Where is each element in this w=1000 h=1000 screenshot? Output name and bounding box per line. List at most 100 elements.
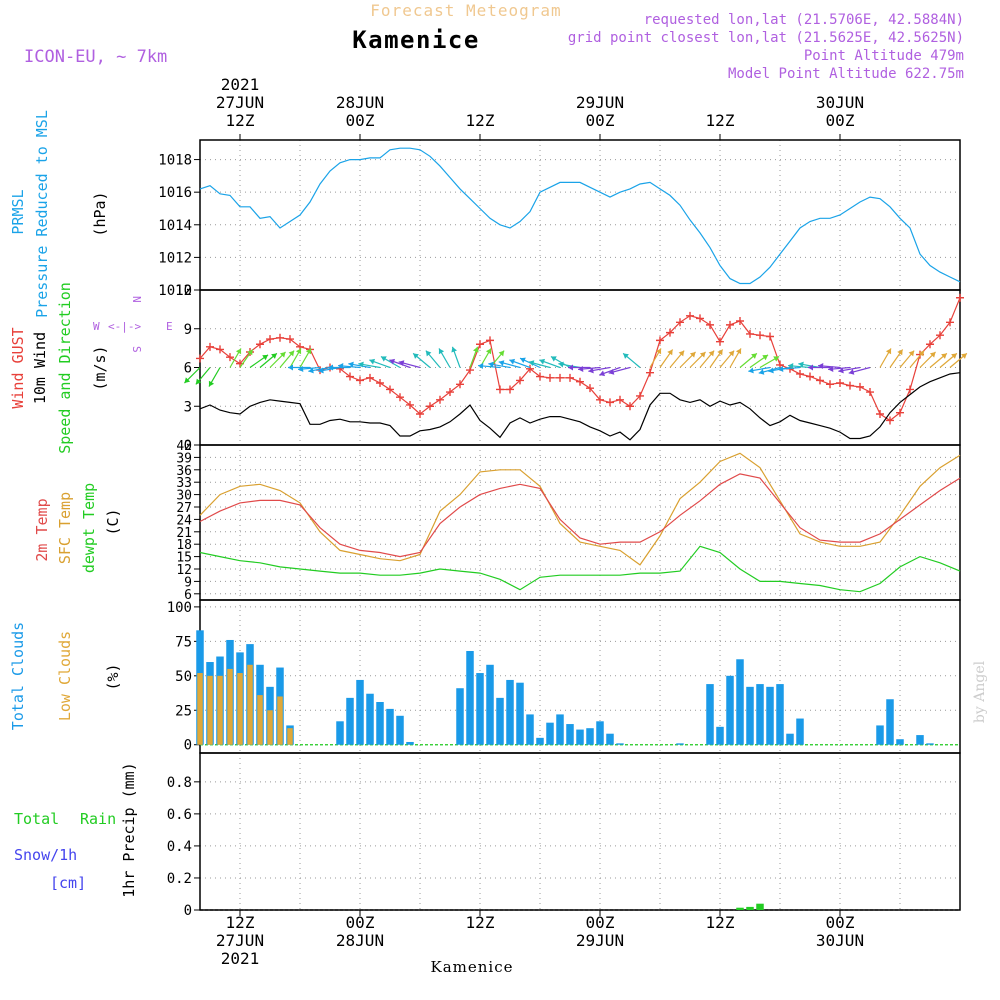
gust-marker (526, 364, 534, 373)
wind-arrow-head (520, 357, 526, 364)
compass-legend: W <-|-> E N S (93, 296, 173, 353)
gust-marker (586, 384, 594, 393)
bottom-time-label: 12Z (706, 913, 735, 932)
gust-marker (446, 388, 454, 397)
total-cloud-bar (606, 733, 614, 745)
low-cloud-bar (197, 673, 203, 745)
wind-panel: 0 3 6 9 12 (175, 283, 968, 454)
low-cloud-bar (227, 668, 233, 745)
temp-label-2m: 2m Temp (33, 498, 51, 561)
y-tick-label: 6 (184, 361, 192, 377)
compass-w: W (93, 320, 100, 333)
wind-arrow-head (768, 367, 774, 374)
wind-arrow-head (623, 353, 629, 359)
gust-marker (226, 353, 234, 362)
wind-arrow-head (808, 364, 813, 371)
gust-marker (646, 368, 654, 377)
precip-label-rain: Rain (80, 810, 116, 828)
wind-arrow-head (550, 356, 557, 362)
gust-marker (606, 398, 614, 407)
wind-arrow-head (380, 356, 387, 362)
gust-marker (866, 388, 874, 397)
low-cloud-bar (277, 696, 283, 745)
wind-arrow-head (848, 369, 855, 375)
gust-marker (636, 391, 644, 400)
y-tick-label: 50 (175, 669, 192, 685)
total-cloud-bar (556, 714, 564, 745)
wind-arrow-head (389, 358, 396, 365)
total-cloud-bar (496, 697, 504, 745)
gust-marker (946, 318, 954, 327)
wind-arrow-head (488, 361, 494, 368)
header-gridpoint: grid point closest lon,lat (21.5625E, 42… (568, 30, 964, 46)
wind-unit: (m/s) (91, 345, 109, 390)
wind-arrow-head (539, 358, 546, 365)
low-cloud-bar (247, 664, 253, 745)
wind-arrow-head (941, 353, 947, 359)
gust-marker (626, 402, 634, 411)
total-cloud-bar (516, 682, 524, 745)
low-cloud-bar (257, 695, 263, 745)
bottom-time-label: 00Z (826, 913, 855, 932)
total-cloud-bar (336, 721, 344, 745)
total-cloud-bar (926, 743, 934, 745)
gust-marker (476, 340, 484, 349)
y-tick-label: 0.6 (167, 807, 192, 823)
pressure-label-full: Pressure Reduced to MSL (33, 110, 51, 318)
wind-arrow-head (678, 350, 685, 357)
wind-arrow-head (288, 350, 295, 357)
header-requested: requested lon,lat (21.5706E, 42.5884N) (644, 12, 964, 28)
total-cloud-bar (896, 739, 904, 745)
gust-marker (356, 376, 364, 385)
pressure-unit: (hPa) (91, 191, 109, 236)
wind-arrow-head (472, 346, 479, 353)
rain-bar (736, 907, 744, 910)
y-tick-label: 6 (184, 588, 192, 603)
total-cloud-bar (396, 715, 404, 745)
bottom-time-label: 27JUN (216, 931, 264, 950)
wind-arrow-head (778, 365, 784, 372)
pressure-frame (199, 139, 961, 291)
header-subtitle: Forecast Meteogram (370, 1, 561, 20)
wind-arrow-head (838, 367, 844, 374)
gust-marker (736, 317, 744, 325)
gust-marker (896, 408, 904, 417)
bottom-time-label: 30JUN (816, 931, 864, 950)
y-tick-label: 30 (176, 489, 192, 504)
wind-arrow-head (908, 350, 915, 357)
temp-label-sfc: SFC Temp (56, 492, 74, 564)
gust-marker (276, 333, 284, 342)
y-tick-label: 9 (184, 575, 192, 590)
gust-marker (796, 369, 804, 378)
gust-marker (416, 410, 424, 418)
panels: 1010101210141016101803691269121518212427… (158, 139, 968, 919)
wind-arrow-head (897, 349, 903, 356)
gust-marker (406, 400, 414, 409)
top-time-label: 12Z (226, 111, 255, 130)
cloud-label-low: Low Clouds (56, 631, 74, 721)
total-cloud-bar (566, 724, 574, 745)
wind-arrow-head (235, 348, 242, 355)
y-tick-label: 0.2 (167, 871, 192, 887)
y-tick-label: 0 (184, 738, 192, 754)
y-tick-label: 0.4 (167, 839, 192, 855)
gust-marker (366, 373, 374, 382)
total-cloud-bar (876, 725, 884, 745)
gust-marker (846, 381, 854, 390)
top-time-label: 00Z (346, 111, 375, 130)
gust-marker (886, 416, 894, 425)
gust-line (199, 297, 961, 422)
wind-arrow-head (279, 351, 286, 358)
y-tick-label: 0 (184, 903, 192, 919)
total-cloud-bar (476, 673, 484, 745)
bottom-time-label: 29JUN (576, 931, 624, 950)
wind-arrow-head (717, 349, 723, 356)
total-cloud-bar (596, 721, 604, 745)
gust-marker (856, 382, 864, 391)
precip-panel: 0 0.2 0.4 0.6 0.8 (167, 752, 961, 919)
wind-arrow-head (485, 348, 492, 355)
wind-arrow-head (929, 351, 936, 358)
wind-arrow-head (961, 353, 967, 359)
